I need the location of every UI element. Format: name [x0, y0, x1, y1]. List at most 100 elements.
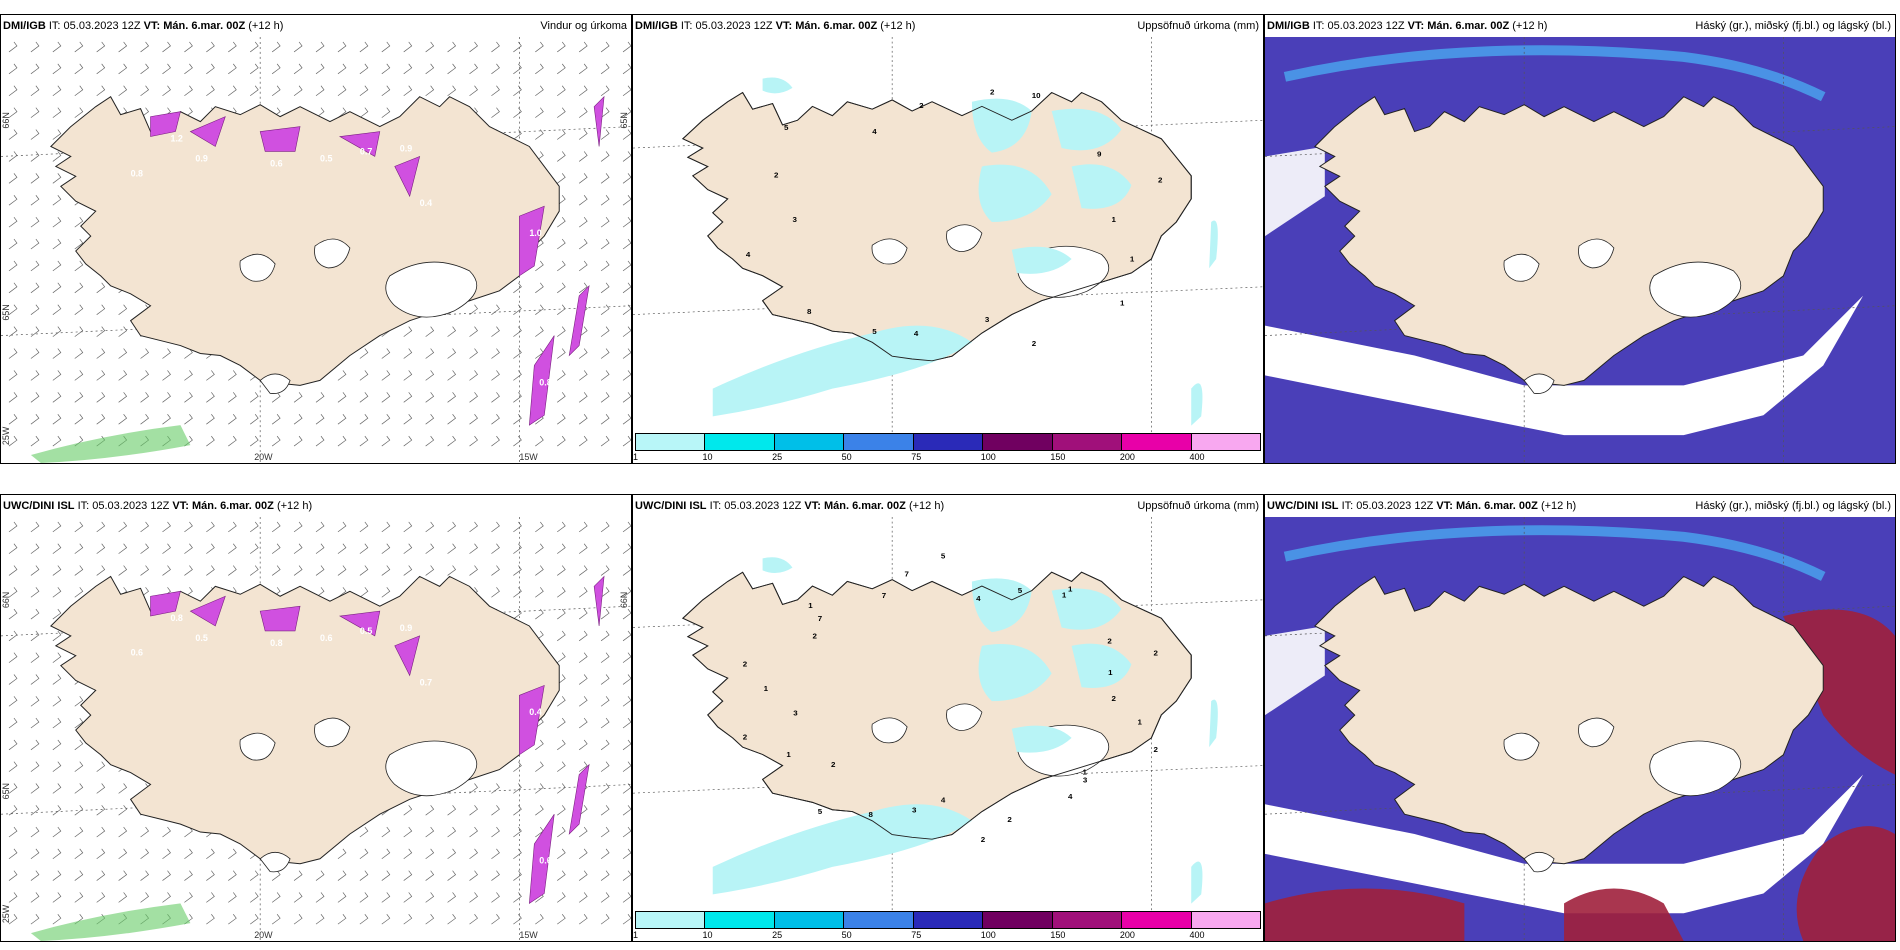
wind-barb [118, 848, 128, 860]
wind-barb [622, 761, 631, 772]
precip-streak [394, 635, 421, 677]
wind-barb [249, 892, 259, 903]
wind-barb [578, 674, 588, 685]
wind-barb [557, 414, 566, 425]
wind-barb [491, 63, 500, 75]
wind-barb [96, 761, 106, 772]
precip-amount-label: 2 [919, 101, 923, 110]
wind-barb [403, 521, 413, 533]
wind-barb [535, 260, 544, 272]
precip-green-region [30, 903, 191, 941]
precip-amount-label: 2 [981, 835, 985, 844]
lead-time: (+12 h) [1540, 500, 1577, 512]
map-svg [1265, 37, 1895, 463]
colorbar-label: 150 [1050, 452, 1066, 462]
edge-lat-label: 65N [619, 112, 629, 128]
glacier [259, 373, 291, 394]
wind-barb [600, 282, 610, 294]
wind-barb [74, 848, 84, 860]
wind-barb [622, 129, 631, 140]
precip-value: 0.5 [320, 153, 332, 163]
wind-barb [228, 892, 237, 903]
wind-barb [557, 129, 566, 140]
wind-barb [271, 63, 281, 75]
precip-region [1051, 588, 1122, 630]
wind-barb [228, 414, 237, 425]
wind-barb [403, 848, 413, 860]
wind-barb [162, 392, 171, 403]
wind-barb [8, 282, 18, 294]
wind-barb [118, 892, 128, 903]
wind-barb [8, 717, 18, 729]
wind-barb [30, 304, 40, 315]
wind-barb [74, 326, 84, 337]
wind-barb [118, 826, 128, 838]
wind-barb [359, 63, 369, 75]
wind-barb [271, 870, 281, 881]
precip-region [971, 578, 1032, 633]
wind-barb [140, 392, 150, 403]
wind-barb [30, 783, 40, 794]
wind-barb [491, 543, 500, 554]
wind-barb [8, 696, 18, 707]
wind-barb [359, 435, 369, 447]
panel-title: Vindur og úrkoma [540, 20, 627, 32]
it-value: 05.03.2023 12Z [695, 20, 773, 32]
wind-barb [249, 41, 259, 53]
wind-barb [557, 652, 566, 663]
it-label: IT: [709, 500, 722, 512]
wind-barb [513, 543, 522, 554]
wind-barb [293, 392, 303, 403]
vt-value: Mán. 6.mar. 00Z [823, 500, 906, 512]
precip-amount-label: 1 [1082, 768, 1087, 777]
wind-barb [425, 521, 435, 533]
precip-amount-label: 8 [807, 307, 812, 316]
wind-barb [557, 85, 566, 97]
wind-barb [52, 63, 62, 75]
wind-barb [622, 392, 631, 403]
precip-amount-label: 4 [1068, 792, 1073, 801]
wind-barb [206, 892, 215, 903]
wind-barb [162, 348, 171, 359]
wind-barb [8, 870, 18, 881]
wind-barb [118, 370, 128, 381]
wind-barb [8, 85, 18, 97]
wind-barb [557, 674, 566, 685]
wind-barb [513, 826, 522, 838]
wind-barb [249, 414, 259, 425]
wind-barb [447, 435, 457, 447]
wind-barb [118, 392, 128, 403]
wind-barb [52, 761, 62, 772]
wind-barb [74, 392, 84, 403]
wind-barb [96, 826, 106, 838]
wind-barb [315, 414, 325, 425]
wind-barb [118, 870, 128, 881]
wind-barb [491, 348, 500, 359]
colorbar-swatch [1191, 434, 1260, 450]
wind-barb [8, 761, 18, 772]
wind-barb [557, 805, 566, 816]
precip-value: 0.4 [529, 707, 541, 717]
wind-barb [52, 608, 62, 620]
wind-barb [8, 521, 18, 533]
wind-barb [622, 195, 631, 206]
low-cloud-fringe [1283, 525, 1826, 581]
wind-barb [600, 717, 610, 729]
wind-barb [52, 195, 62, 206]
precip-amount-label: 5 [941, 552, 946, 561]
precip-amount-label: 2 [1007, 815, 1011, 824]
wind-barb [513, 392, 522, 403]
wind-barb [578, 260, 588, 272]
wind-barb [74, 739, 84, 751]
wind-barb [578, 739, 588, 751]
wind-barb [52, 348, 62, 359]
wind-barb [557, 543, 566, 554]
wind-barb [74, 260, 84, 272]
colorbar-label: 100 [980, 930, 996, 940]
wind-barb [469, 892, 478, 903]
precip-amount-label: 5 [784, 123, 789, 132]
wind-barb [30, 630, 40, 642]
wind-barb [622, 892, 631, 903]
wind-barb [447, 63, 457, 75]
wind-barb [578, 151, 588, 162]
